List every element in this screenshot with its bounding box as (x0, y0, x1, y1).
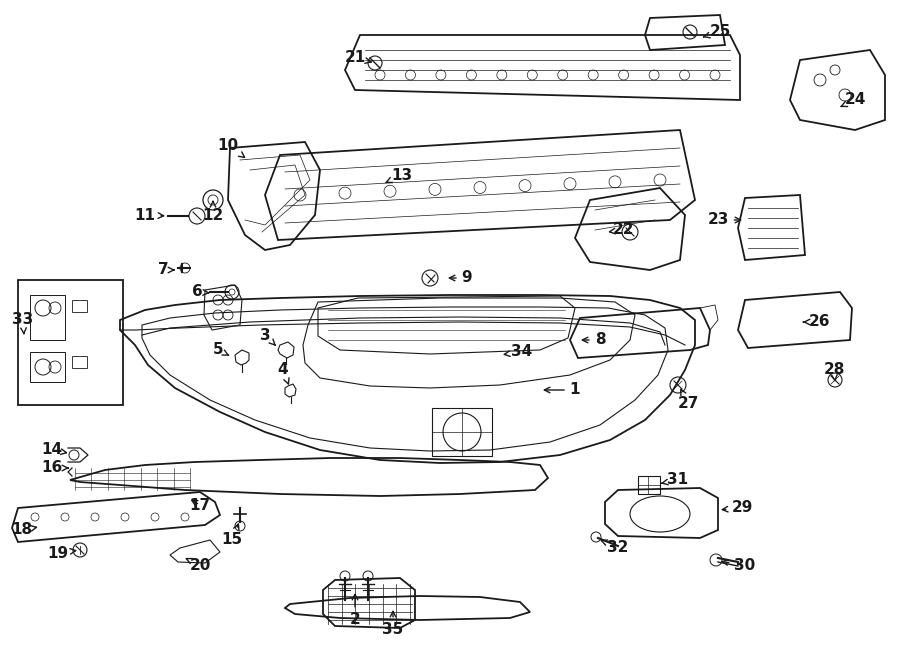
Text: 20: 20 (186, 557, 211, 572)
Text: 4: 4 (278, 362, 289, 384)
Bar (72, 300, 87, 312)
Text: 15: 15 (221, 524, 243, 547)
Text: 1: 1 (544, 383, 580, 397)
Text: 17: 17 (189, 498, 211, 512)
Text: 19: 19 (48, 545, 76, 561)
Text: 35: 35 (382, 611, 403, 637)
Text: 24: 24 (842, 93, 866, 108)
Text: 22: 22 (609, 223, 634, 237)
Text: 27: 27 (678, 389, 698, 410)
Text: 12: 12 (202, 202, 223, 223)
Text: 9: 9 (449, 270, 473, 286)
Text: 13: 13 (386, 167, 412, 182)
Text: 28: 28 (824, 362, 845, 381)
Bar (30, 352, 65, 382)
Text: 23: 23 (707, 212, 741, 227)
Text: 11: 11 (134, 208, 164, 223)
Text: 29: 29 (723, 500, 752, 516)
Text: 34: 34 (504, 344, 533, 360)
Text: 5: 5 (212, 342, 229, 358)
Text: 26: 26 (804, 315, 831, 329)
Text: 21: 21 (345, 50, 372, 65)
Text: 8: 8 (582, 332, 606, 348)
Text: 18: 18 (12, 522, 37, 537)
Text: 10: 10 (218, 137, 245, 157)
Bar (18, 280, 123, 405)
Text: 32: 32 (601, 539, 629, 555)
Text: 16: 16 (41, 461, 68, 475)
Bar (72, 356, 87, 368)
Text: 6: 6 (192, 284, 209, 299)
Text: 14: 14 (41, 442, 67, 457)
Text: 2: 2 (349, 594, 360, 627)
Text: 31: 31 (662, 473, 688, 488)
Bar (432, 408, 492, 456)
Text: 25: 25 (704, 24, 731, 40)
Bar (638, 476, 660, 494)
Text: 7: 7 (158, 262, 175, 278)
Text: 33: 33 (13, 313, 33, 334)
Bar (30, 295, 65, 340)
Text: 30: 30 (723, 557, 756, 572)
Text: 3: 3 (260, 327, 275, 345)
